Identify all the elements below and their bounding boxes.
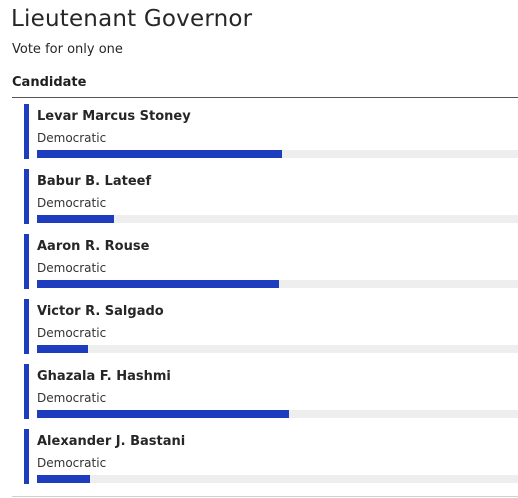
candidate-accent-bar	[24, 169, 29, 224]
candidate-name: Alexander J. Bastani	[37, 434, 186, 449]
candidate-name: Ghazala F. Hashmi	[37, 369, 171, 384]
vote-share-track	[37, 475, 518, 483]
candidate-accent-bar	[24, 364, 29, 419]
header-divider	[12, 97, 518, 98]
candidate-party: Democratic	[37, 131, 107, 145]
bottom-divider	[12, 496, 518, 497]
candidate-accent-bar	[24, 104, 29, 159]
vote-share-bar	[37, 280, 279, 288]
candidate-row: Ghazala F. Hashmi Democratic	[24, 364, 518, 419]
candidate-accent-bar	[24, 299, 29, 354]
candidate-row: Levar Marcus Stoney Democratic	[24, 104, 518, 159]
vote-instruction: Vote for only one	[12, 42, 123, 57]
vote-share-track	[37, 345, 518, 353]
vote-share-bar	[37, 345, 88, 353]
candidate-party: Democratic	[37, 261, 107, 275]
candidate-accent-bar	[24, 234, 29, 289]
vote-share-bar	[37, 150, 282, 158]
candidate-party: Democratic	[37, 456, 107, 470]
candidate-party: Democratic	[37, 391, 107, 405]
candidate-party: Democratic	[37, 196, 107, 210]
candidate-name: Levar Marcus Stoney	[37, 109, 191, 124]
vote-share-track	[37, 280, 518, 288]
candidate-party: Democratic	[37, 326, 107, 340]
vote-share-bar	[37, 410, 290, 418]
race-title: Lieutenant Governor	[11, 6, 253, 32]
candidate-row: Victor R. Salgado Democratic	[24, 299, 518, 354]
vote-share-bar	[37, 475, 90, 483]
candidate-column-header: Candidate	[12, 75, 87, 90]
candidate-row: Aaron R. Rouse Democratic	[24, 234, 518, 289]
candidate-row: Alexander J. Bastani Democratic	[24, 429, 518, 484]
vote-share-bar	[37, 215, 114, 223]
candidate-accent-bar	[24, 429, 29, 484]
vote-share-track	[37, 410, 518, 418]
candidate-row: Babur B. Lateef Democratic	[24, 169, 518, 224]
candidate-name: Babur B. Lateef	[37, 174, 152, 189]
vote-share-track	[37, 150, 518, 158]
candidate-list: Levar Marcus Stoney Democratic Babur B. …	[24, 104, 518, 494]
candidate-name: Victor R. Salgado	[37, 304, 164, 319]
candidate-name: Aaron R. Rouse	[37, 239, 150, 254]
vote-share-track	[37, 215, 518, 223]
